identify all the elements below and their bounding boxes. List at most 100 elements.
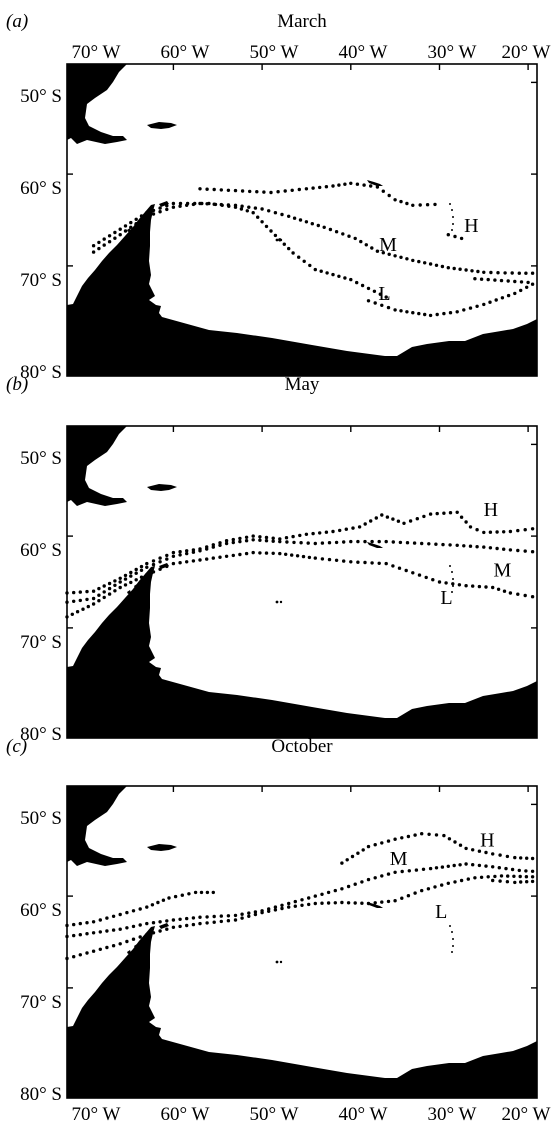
- front-point-l: [491, 878, 495, 883]
- front-point-l: [185, 923, 189, 928]
- front-point-l: [442, 311, 446, 316]
- front-dots: [65, 510, 535, 619]
- front-point-h: [380, 841, 384, 845]
- front-point-l: [224, 554, 229, 558]
- front-label-m: M: [379, 234, 397, 256]
- front-point-l: [86, 604, 90, 609]
- front-label-m: M: [494, 560, 512, 582]
- front-point-m: [475, 545, 479, 549]
- front-point-h: [519, 856, 523, 860]
- front-point-l: [91, 244, 96, 248]
- front-point-l: [466, 877, 470, 881]
- front-point-h: [102, 584, 106, 588]
- front-point-m: [327, 541, 332, 545]
- front-point-m: [313, 541, 317, 546]
- front-point-l: [300, 903, 304, 907]
- front-point-m: [102, 590, 106, 594]
- front-point-l: [191, 922, 196, 927]
- front-point-m: [364, 243, 368, 247]
- front-point-l: [506, 279, 510, 283]
- front-point-m: [219, 914, 223, 918]
- front-point-h: [167, 896, 171, 900]
- front-point-m: [320, 541, 325, 545]
- front-point-l: [512, 874, 516, 878]
- land-mass: [67, 426, 537, 738]
- front-point-l: [107, 592, 112, 596]
- front-point-m: [165, 557, 169, 561]
- front-point-h: [212, 187, 216, 192]
- front-point-l: [307, 902, 311, 907]
- front-point-h: [278, 537, 282, 541]
- front-labels: H M L: [378, 215, 478, 305]
- front-point-l: [530, 595, 535, 599]
- front-point-h: [171, 550, 176, 555]
- front-point-m: [165, 207, 169, 212]
- front-point-h: [340, 861, 344, 865]
- front-point-m: [240, 204, 244, 208]
- front-point-m: [316, 223, 320, 228]
- front-point-m: [322, 225, 326, 229]
- front-point-l: [287, 905, 291, 909]
- front-point-l: [227, 204, 231, 208]
- front-point-l: [337, 274, 341, 278]
- front-point-m: [516, 548, 520, 553]
- front-point-m: [458, 863, 462, 867]
- front-point-m: [373, 876, 377, 880]
- front-point-h: [484, 850, 488, 855]
- front-point-l: [171, 561, 176, 566]
- front-point-m: [359, 239, 363, 244]
- front-point-l: [411, 571, 415, 575]
- front-point-m: [370, 539, 374, 544]
- panel-label: (c): [6, 736, 27, 757]
- front-point-h: [85, 589, 89, 594]
- front-point-m: [334, 540, 339, 545]
- lat-tick-label: 80° S: [20, 724, 62, 745]
- front-labels: H M L: [440, 499, 511, 609]
- lon-labels-top: 70° W 60° W 50° W 40° W 30° W 20° W: [72, 42, 551, 63]
- front-point-m: [218, 543, 222, 547]
- front-point-h: [420, 832, 424, 836]
- front-point-l: [446, 881, 450, 885]
- front-point-m: [423, 261, 427, 265]
- front-point-m: [458, 267, 462, 271]
- front-point-l: [500, 296, 505, 300]
- front-point-h: [530, 856, 535, 861]
- front-point-h: [428, 512, 433, 516]
- front-point-l: [129, 580, 133, 585]
- front-label-h: H: [480, 830, 494, 852]
- front-point-m: [231, 540, 235, 545]
- front-point-m: [470, 269, 474, 273]
- front-point-h: [318, 185, 322, 190]
- front-point-l: [158, 567, 162, 571]
- front-point-l: [118, 227, 122, 231]
- front-point-h: [464, 520, 468, 524]
- front-point-l: [433, 885, 437, 889]
- front-point-m: [253, 910, 258, 914]
- front-point-m: [517, 868, 521, 873]
- front-point-h: [193, 890, 198, 895]
- front-point-l: [397, 566, 402, 570]
- front-point-h: [406, 834, 411, 839]
- front-point-h: [248, 189, 252, 194]
- front-point-m: [464, 862, 468, 866]
- front-point-l: [158, 206, 162, 210]
- front-point-l: [331, 272, 335, 277]
- front-point-l: [118, 942, 122, 946]
- front-point-l: [491, 585, 495, 590]
- front-point-l: [81, 607, 85, 611]
- front-point-h: [105, 916, 109, 920]
- front-point-m: [113, 236, 117, 240]
- front-point-m: [462, 544, 466, 548]
- front-point-h: [402, 521, 406, 525]
- front-point-h: [129, 570, 133, 575]
- front-point-h: [344, 527, 348, 531]
- front-point-l: [444, 581, 448, 585]
- front-point-h: [369, 184, 373, 188]
- front-point-h: [464, 846, 468, 851]
- front-point-l: [123, 583, 128, 587]
- front-point-m: [353, 882, 357, 886]
- front-point-h: [258, 535, 262, 539]
- front-point-l: [505, 880, 510, 884]
- front-point-h: [276, 190, 280, 194]
- front-point-h: [290, 188, 294, 192]
